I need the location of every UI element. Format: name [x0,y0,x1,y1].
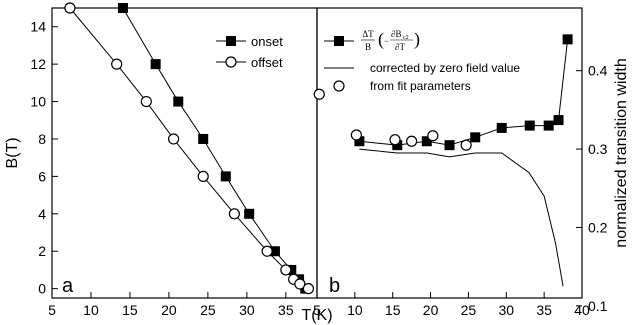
data-point-b-0-0 [354,136,365,147]
x-axis-label: T(K) [301,307,332,324]
panel-a: 5 10 15 20 25 30 35 0 2 4 6 8 10 12 14 [30,2,315,318]
x-tick-label-b-5: 30 [498,302,514,318]
data-point-a-0-1 [150,59,161,70]
y-tick-label-a-7: 14 [30,19,46,35]
data-point-a-1-9 [294,278,306,290]
data-point-b-2-1 [350,129,362,141]
x-tick-label-a-3: 20 [161,302,177,318]
svg-text:−: − [384,36,389,46]
data-point-a-1-10 [302,283,315,295]
data-point-b-0-7 [543,120,554,131]
panel-b-label: b [329,275,340,297]
legend-fit-label: from fit parameters [370,79,471,93]
y-tick-label-b-1: 0.2 [588,219,608,235]
y-tick-label-a-0: 0 [38,281,46,297]
data-point-b-0-6 [524,120,535,131]
data-point-a-1-1 [111,58,123,70]
x-tick-label-a-0: 5 [48,302,56,318]
legend-fit-marker [333,80,345,92]
legend-onset-marker [226,36,236,46]
data-point-b-0-3 [444,140,455,151]
svg-text:c2: c2 [403,35,409,41]
svg-text:B: B [365,42,371,52]
x-tick-label-b-6: 35 [536,302,552,318]
x-tick-label-a-4: 25 [200,302,216,318]
y-tick-label-b-2: 0.3 [588,141,608,157]
data-point-a-0-0 [117,3,128,13]
panel-b-frame [316,7,583,299]
y-tick-label-a-2: 4 [38,206,46,222]
data-point-a-0-2 [173,96,184,107]
x-tick-label-b-0: 5 [313,302,321,318]
data-point-a-0-5 [244,208,255,219]
data-point-b-0-8 [553,115,564,126]
series-line-b-1 [359,148,564,287]
data-point-a-1-2 [140,95,152,108]
y-axis-label-right: normalized transition width [613,58,630,247]
legend-offset-label: offset [251,55,283,70]
x-tick-label-a-1: 10 [83,302,99,318]
x-tick-label-a-2: 15 [122,302,138,318]
data-point-b-0-1 [392,140,403,151]
data-point-b-0-9 [562,34,573,45]
y-tick-label-b-3: 0.4 [588,63,608,79]
x-tick-label-b-3: 20 [423,302,439,318]
panel-b: 5 10 15 20 25 30 35 400.10.20.30.4 [313,34,608,318]
data-point-b-2-2 [389,134,401,146]
x-tick-label-b-4: 25 [461,302,477,318]
y-axis-label-left: B(T) [4,137,21,168]
data-point-a-1-0 [64,2,76,14]
legend-dt-marker [334,36,344,46]
data-point-b-2-3 [406,135,418,147]
x-tick-label-b-2: 15 [385,302,401,318]
y-tick-label-a-3: 6 [38,168,46,184]
svg-text:(: ( [378,29,384,50]
data-point-a-1-4 [197,170,209,182]
data-point-b-2-0 [313,88,325,100]
svg-text:∂B: ∂B [391,29,401,39]
data-point-a-0-4 [220,171,231,182]
x-tick-label-b-1: 10 [347,302,363,318]
x-tick-label-a-5: 30 [239,302,255,318]
data-point-b-0-5 [496,122,507,133]
data-point-a-0-6 [269,246,280,257]
data-point-b-2-5 [460,139,472,151]
legend-dt-formula: ΔT B ( − ∂B c2 ∂T ) [361,29,420,52]
legend-corrected-label: corrected by zero field value [370,61,520,75]
x-tick-label-a-6: 35 [278,302,294,318]
y-tick-label-a-4: 8 [38,131,46,147]
data-point-a-1-7 [280,264,292,276]
data-point-a-1-5 [228,208,240,220]
data-point-b-2-4 [427,130,439,142]
data-point-a-1-6 [261,245,273,257]
svg-text:): ) [414,29,420,50]
panel-a-label: a [62,275,74,297]
y-tick-label-b-0: 0.1 [588,298,608,314]
legend-onset-label: onset [251,34,283,49]
y-tick-label-a-1: 2 [38,243,46,259]
legend-offset-marker [225,56,237,68]
svg-text:ΔT: ΔT [362,29,374,39]
data-point-b-0-2 [421,136,432,147]
data-point-a-1-3 [167,133,180,145]
y-tick-label-a-5: 10 [30,94,46,110]
legend-a: onset offset [216,34,283,70]
svg-text:∂T: ∂T [395,42,405,52]
data-point-b-0-4 [470,132,481,143]
y-tick-label-a-6: 12 [30,56,46,72]
legend-b: ΔT B ( − ∂B c2 ∂T ) corrected by zero fi… [324,29,520,93]
data-point-a-0-3 [198,133,209,144]
